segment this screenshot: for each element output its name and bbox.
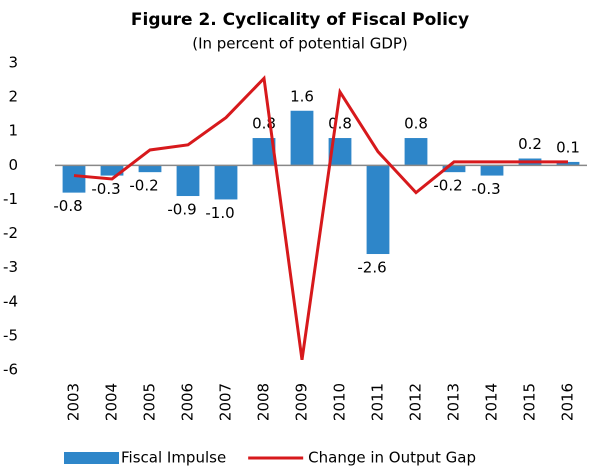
x-tick-label: 2015	[521, 383, 539, 421]
x-tick-label: 2011	[369, 383, 387, 421]
data-label: -0.2	[433, 177, 462, 195]
data-label: -0.2	[129, 177, 158, 195]
bar	[252, 138, 276, 166]
line	[73, 75, 568, 360]
x-tick-label: 2016	[559, 383, 577, 421]
x-tick-label: 2007	[217, 383, 235, 421]
x-tick-label: 2010	[331, 383, 349, 421]
legend-swatch	[64, 452, 119, 464]
y-tick-label: 1	[8, 122, 18, 140]
x-tick-label: 2005	[141, 383, 159, 421]
bar	[100, 165, 124, 176]
data-label: 0.8	[404, 115, 428, 133]
bar	[442, 165, 466, 173]
y-tick-label: -2	[3, 224, 18, 242]
y-tick-label: -4	[3, 292, 18, 310]
legend-label: Fiscal Impulse	[121, 449, 226, 467]
data-label: -0.9	[167, 201, 196, 219]
bar	[404, 138, 428, 166]
x-tick-label: 2003	[65, 383, 83, 421]
chart-subtitle: (In percent of potential GDP)	[192, 35, 408, 53]
data-label: 0.2	[518, 135, 542, 153]
bar	[328, 138, 352, 166]
data-label: -1.0	[205, 204, 234, 222]
bar	[138, 165, 162, 173]
data-label: -0.3	[91, 180, 120, 198]
chart-title: Figure 2. Cyclicality of Fiscal Policy	[131, 10, 469, 30]
bar	[176, 165, 200, 197]
y-tick-label: 0	[8, 156, 18, 174]
data-label: -2.6	[357, 259, 386, 277]
bar	[366, 165, 390, 255]
x-tick-label: 2013	[445, 383, 463, 421]
bar	[556, 161, 580, 166]
x-tick-label: 2008	[255, 383, 273, 421]
x-tick-label: 2004	[103, 383, 121, 421]
data-label: 0.8	[328, 115, 352, 133]
y-tick-label: -5	[3, 326, 18, 344]
data-label: -0.8	[53, 197, 82, 215]
x-tick-label: 2009	[293, 383, 311, 421]
data-label: -0.3	[471, 180, 500, 198]
y-tick-label: -6	[3, 361, 18, 379]
y-tick-label: -1	[3, 190, 18, 208]
bar	[214, 165, 238, 200]
bar	[480, 165, 504, 176]
x-tick-label: 2014	[483, 383, 501, 421]
y-tick-label: 3	[8, 54, 18, 72]
bar	[290, 110, 314, 166]
y-tick-label: -3	[3, 258, 18, 276]
data-label: 0.1	[556, 138, 580, 156]
x-tick-label: 2006	[179, 383, 197, 421]
y-tick-label: 2	[8, 88, 18, 106]
data-label: 1.6	[290, 87, 314, 105]
legend-label: Change in Output Gap	[308, 449, 476, 467]
bar	[62, 165, 86, 193]
x-tick-label: 2012	[407, 383, 425, 421]
